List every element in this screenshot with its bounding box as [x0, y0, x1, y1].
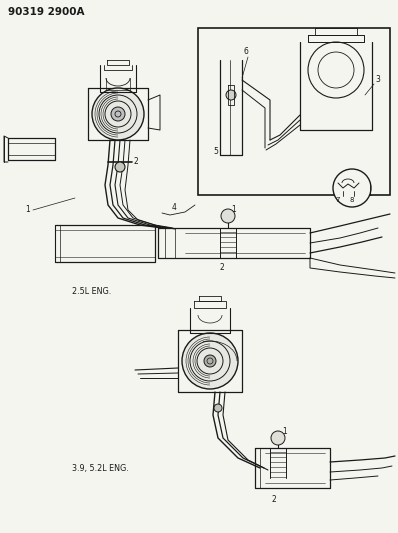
Circle shape: [333, 169, 371, 207]
Text: 2: 2: [220, 263, 225, 272]
Circle shape: [214, 404, 222, 412]
Text: 90319 2900A: 90319 2900A: [8, 7, 84, 17]
Circle shape: [115, 162, 125, 172]
Circle shape: [204, 355, 216, 367]
Text: 3.9, 5.2L ENG.: 3.9, 5.2L ENG.: [72, 464, 129, 472]
Circle shape: [182, 333, 238, 389]
Circle shape: [226, 90, 236, 100]
Text: 1: 1: [282, 427, 287, 437]
Text: 4: 4: [172, 204, 177, 213]
Text: 2: 2: [272, 496, 277, 505]
Text: 3: 3: [375, 76, 380, 85]
Text: 2.5L ENG.: 2.5L ENG.: [72, 287, 111, 296]
Text: 6: 6: [244, 47, 249, 56]
Circle shape: [111, 107, 125, 121]
Text: 5: 5: [213, 148, 218, 157]
Circle shape: [221, 209, 235, 223]
Bar: [198, 28, 390, 195]
Circle shape: [92, 88, 144, 140]
Text: 1: 1: [25, 206, 30, 214]
Circle shape: [271, 431, 285, 445]
Text: 1: 1: [231, 206, 236, 214]
Text: 7: 7: [335, 197, 339, 203]
Text: 8: 8: [349, 197, 353, 203]
Text: 2: 2: [133, 157, 138, 166]
